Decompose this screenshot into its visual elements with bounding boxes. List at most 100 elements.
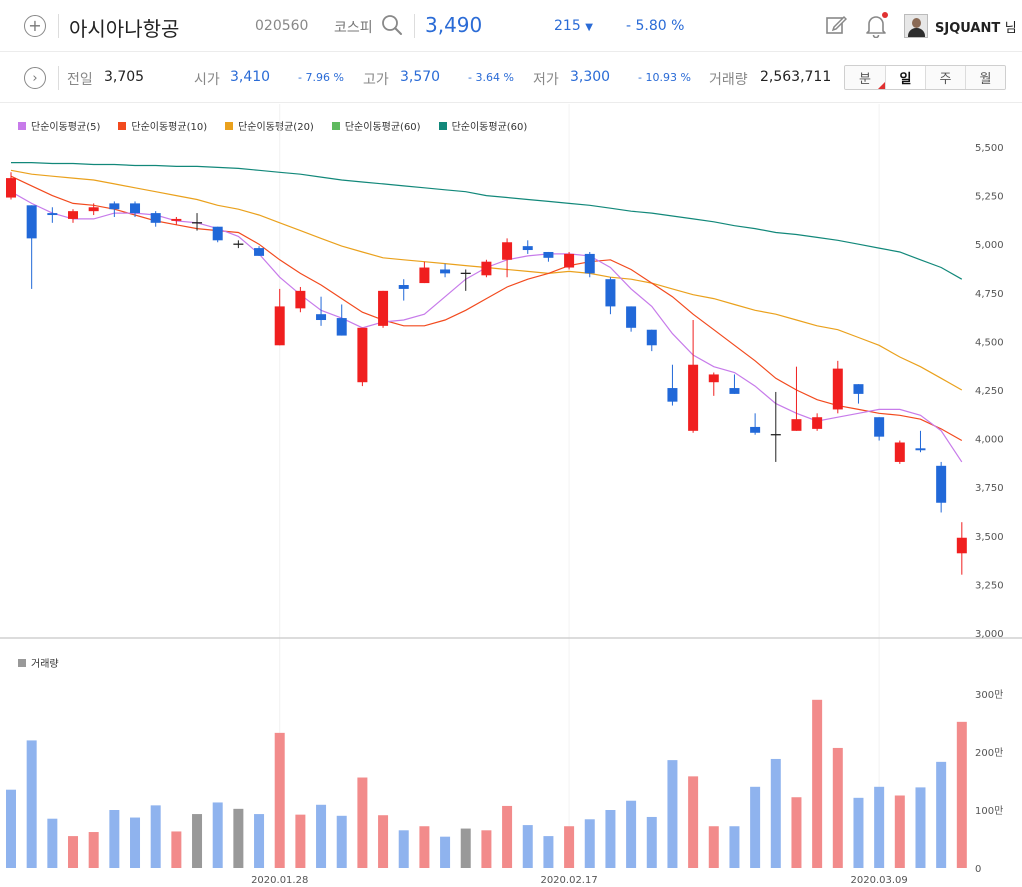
candle-body — [171, 218, 182, 221]
candle-body — [605, 279, 616, 307]
candle-body — [274, 306, 285, 346]
tab-day[interactable]: 일 — [885, 66, 925, 89]
volume-bar — [150, 805, 161, 868]
user-name[interactable]: SJQUANT 님 — [935, 17, 1017, 36]
tab-week[interactable]: 주 — [925, 66, 965, 89]
volume-bar — [894, 795, 905, 868]
volume-label: 거래량 — [709, 72, 748, 88]
candle-body — [667, 388, 678, 402]
volume-bar — [770, 758, 781, 868]
avatar[interactable] — [904, 14, 928, 38]
volume-bar — [378, 815, 389, 868]
candle-body — [6, 178, 16, 198]
prev-value: 3,705 — [104, 69, 145, 85]
notification-dot — [882, 12, 888, 18]
volume-bar — [853, 797, 864, 868]
prev-label: 전일 — [67, 72, 93, 88]
candle-body — [419, 267, 430, 284]
volume-bar — [398, 830, 409, 868]
candle-body — [130, 203, 141, 214]
candle-body — [109, 203, 120, 210]
candle-body — [832, 368, 843, 410]
user-name-text: SJQUANT — [935, 21, 1001, 36]
candle-body — [936, 465, 947, 503]
volume-bar — [626, 800, 637, 868]
volume-bar — [750, 786, 761, 868]
volume-tick-label: 200만 — [975, 747, 1003, 759]
tab-month[interactable]: 월 — [965, 66, 1005, 89]
candle-body — [47, 213, 58, 216]
date-tick-label: 2020.02.17 — [540, 875, 597, 886]
volume-tick-label: 300만 — [975, 689, 1003, 701]
candle-body — [357, 327, 368, 383]
date-tick-label: 2020.03.09 — [851, 875, 908, 886]
volume-bar — [440, 836, 451, 868]
volume-tick-label: 0 — [975, 864, 981, 875]
price-tick-label: 5,250 — [975, 192, 1004, 203]
candle-body — [750, 426, 761, 433]
candle-body — [956, 537, 967, 554]
volume-bar — [874, 786, 885, 868]
tab-minute-label: 분 — [859, 72, 871, 87]
legend-ma20[interactable]: 단순이동평균(20) — [225, 118, 314, 133]
candle-body — [26, 205, 37, 239]
volume-bar — [688, 776, 699, 868]
volume-bar — [605, 810, 616, 868]
divider — [58, 14, 59, 38]
candle-body — [729, 388, 740, 394]
price-tick-label: 3,750 — [975, 483, 1004, 494]
candle-body — [522, 246, 533, 251]
volume-legend: 거래량 — [18, 655, 59, 670]
period-tabs: 분 일 주 월 — [844, 65, 1006, 90]
tab-minute[interactable]: 분 — [845, 66, 885, 89]
candle-body — [853, 384, 864, 394]
volume-bar — [564, 826, 575, 868]
price-tick-label: 5,500 — [975, 143, 1004, 154]
volume-bar — [88, 832, 99, 868]
bell-icon[interactable] — [865, 14, 887, 38]
high-label: 고가 — [363, 72, 389, 88]
edit-icon[interactable] — [825, 14, 847, 36]
legend-ma60a-label: 단순이동평균(60) — [344, 122, 421, 133]
volume-bar — [295, 814, 306, 868]
price-tick-label: 5,000 — [975, 240, 1004, 251]
candle-body — [915, 448, 926, 451]
low-value: 3,300 — [570, 69, 611, 85]
tab-week-label: 주 — [939, 72, 952, 87]
user-suffix: 님 — [1004, 21, 1017, 36]
divider — [414, 14, 415, 38]
search-icon[interactable] — [381, 14, 403, 36]
ma10-line — [10, 175, 963, 442]
candle-body — [791, 419, 802, 431]
volume-bar — [212, 802, 223, 868]
open-pct: - 7.96 % — [298, 71, 344, 84]
candle-body — [295, 290, 306, 309]
stock-chart[interactable]: 5,500 5,250 5,000 4,750 4,500 4,250 4,000 3,750… — [0, 104, 1022, 887]
candle-body — [481, 261, 492, 276]
volume-bar — [357, 777, 368, 868]
add-circle-icon[interactable]: + — [24, 15, 46, 37]
chevron-right-icon[interactable]: › — [24, 67, 46, 89]
volume-bar — [460, 828, 471, 868]
volume-tick-label: 100만 — [975, 805, 1003, 817]
candle-body — [646, 329, 657, 346]
price-tick-label: 3,000 — [975, 629, 1004, 640]
price-change: 215 ▼ — [554, 18, 593, 34]
stock-name[interactable]: 아시아나항공 — [69, 17, 180, 41]
candle-body — [440, 269, 451, 274]
legend-ma60b[interactable]: 단순이동평균(60) — [438, 118, 527, 133]
price-tick-label: 4,500 — [975, 337, 1004, 348]
legend-ma5[interactable]: 단순이동평균(5) — [18, 118, 100, 133]
volume-bar — [233, 808, 244, 868]
legend-ma60a[interactable]: 단순이동평균(60) — [331, 118, 421, 133]
legend-ma10[interactable]: 단순이동평균(10) — [118, 118, 207, 133]
volume-bar — [419, 826, 430, 868]
volume-bar — [791, 797, 802, 868]
candle-body — [378, 290, 389, 326]
volume-bar — [130, 817, 141, 868]
price-tick-label: 4,000 — [975, 435, 1004, 446]
volume-value: 2,563,711 — [760, 69, 832, 85]
candle-body — [543, 251, 554, 258]
candle-body — [68, 211, 79, 219]
volume-bar — [936, 761, 947, 868]
